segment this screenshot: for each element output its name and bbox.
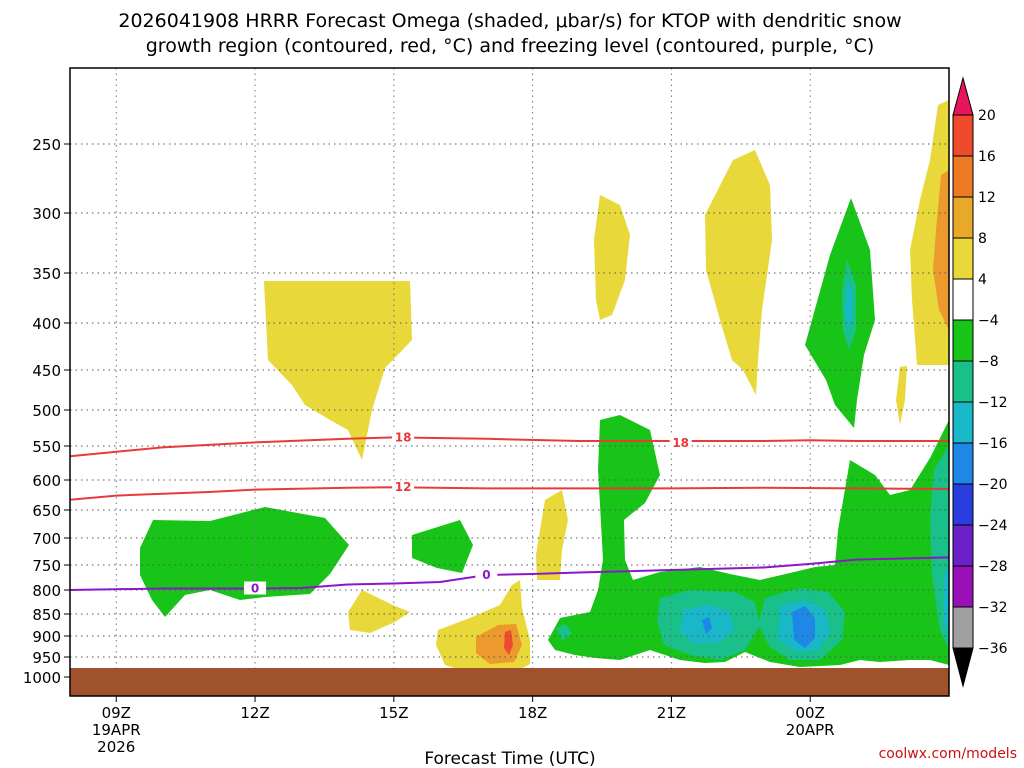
- contour-layer: 18 18 12 0 0: [70, 430, 949, 596]
- colorbar-swatch: [952, 155, 974, 198]
- y-tick-label: 850: [32, 606, 61, 624]
- colorbar-swatch: [952, 319, 974, 362]
- colorbar-label: 20: [978, 108, 996, 124]
- colorbar-label: 12: [978, 190, 996, 206]
- sinking-omega-yellow-0120-small: [896, 366, 907, 425]
- contour-label: 12: [395, 480, 412, 494]
- colorbar-label: −28: [978, 559, 1008, 575]
- dgz-minus-12-contour: [70, 486, 949, 501]
- y-tick-label: 350: [32, 265, 61, 283]
- y-tick-label: 550: [32, 438, 61, 456]
- colorbar-swatch: [952, 114, 974, 157]
- contour-label-bg: [392, 430, 415, 444]
- y-tick-label: 1000: [23, 669, 61, 687]
- x-tick-label: 18Z: [518, 704, 547, 722]
- plot-frame: [69, 67, 950, 697]
- colorbar-swatch: [952, 401, 974, 444]
- contour-label: 18: [395, 430, 412, 444]
- colorbar-swatch: [952, 442, 974, 485]
- y-tick-label: 450: [32, 362, 61, 380]
- colorbar-label: −20: [978, 477, 1008, 493]
- contour-label-bg: [244, 581, 267, 595]
- colorbar-label: −4: [978, 313, 999, 329]
- contour-label: 0: [251, 582, 259, 596]
- rising-omega-green-0900: [140, 507, 349, 617]
- sinking-omega-yellow-1740: [536, 490, 568, 580]
- colorbar-label: −32: [978, 600, 1008, 616]
- x-tick-year: 2026: [97, 738, 135, 756]
- colorbar-swatch: [952, 196, 974, 239]
- contour-label: 18: [672, 436, 689, 450]
- sinking-omega-yellow-1400: [348, 590, 410, 633]
- contour-label-bg: [392, 480, 415, 494]
- sinking-omega-orange-0240: [933, 170, 949, 330]
- colorbar-label: −12: [978, 395, 1008, 411]
- chart-title-line2: growth region (contoured, red, °C) and f…: [146, 35, 875, 57]
- y-tick-label: 900: [32, 628, 61, 646]
- sinking-omega-yellow-2130: [705, 150, 772, 395]
- rising-omega-blue-2100: [702, 617, 712, 634]
- dgz-minus-18-contour: [70, 436, 949, 458]
- y-tick-label: 700: [32, 530, 61, 548]
- y-tick-label: 950: [32, 649, 61, 667]
- rising-omega-cyan-0240: [944, 565, 949, 640]
- credit-text: coolwx.com/models: [879, 746, 1017, 762]
- y-tick-label: 400: [32, 315, 61, 333]
- colorbar-label: −8: [978, 354, 999, 370]
- colorbar-swatch: [952, 524, 974, 567]
- rising-omega-cyan-2330: [845, 280, 853, 330]
- ground-surface: [70, 668, 949, 696]
- contour-label-bg: [475, 568, 498, 581]
- rising-omega-green-1930: [548, 415, 949, 667]
- y-tick-label: 800: [32, 582, 61, 600]
- colorbar-label: −36: [978, 641, 1008, 657]
- y-tick-label: 750: [32, 557, 61, 575]
- y-axis: 250 300 350 400 450 500 550 600 650 700 750 800 850 9…: [23, 136, 70, 687]
- colorbar-label: −24: [978, 518, 1008, 534]
- colorbar-bottom-arrow: [952, 647, 974, 688]
- colorbar-swatch: [952, 278, 974, 321]
- colorbar-label: 8: [978, 231, 987, 247]
- colorbar-label: −16: [978, 436, 1008, 452]
- colorbar-top-arrow: [952, 76, 974, 116]
- y-tick-label: 250: [32, 136, 61, 154]
- colorbar-swatch: [952, 606, 974, 649]
- x-tick-label: 12Z: [240, 704, 269, 722]
- sinking-omega-yellow-1300: [264, 281, 412, 460]
- x-tick-label: 15Z: [379, 704, 408, 722]
- x-tick-date: 20APR: [786, 721, 835, 739]
- rising-omega-green-1400: [412, 520, 473, 573]
- y-tick-label: 300: [32, 205, 61, 223]
- y-tick-label: 500: [32, 402, 61, 420]
- x-axis-title: Forecast Time (UTC): [424, 749, 595, 768]
- contour-label: 0: [482, 568, 490, 582]
- x-tick-label: 00Z: [796, 704, 825, 722]
- sinking-omega-yellow-1930: [594, 195, 630, 320]
- x-tick-date: 19APR: [92, 721, 141, 739]
- colorbar-swatch: [952, 360, 974, 403]
- colorbar-swatch: [952, 565, 974, 608]
- contour-label-bg: [669, 436, 692, 450]
- y-tick-label: 650: [32, 502, 61, 520]
- colorbar-swatch: [952, 483, 974, 526]
- colorbar-label: 16: [978, 149, 996, 165]
- x-tick-label: 09Z: [102, 704, 131, 722]
- chart-title-line1: 2026041908 HRRR Forecast Omega (shaded, …: [118, 10, 901, 32]
- colorbar-label: 4: [978, 272, 987, 288]
- colorbar: 20 16 12 8 4 −4 −8 −12 −16 −20 −24 −28 −32 −36: [952, 76, 1008, 688]
- y-tick-label: 600: [32, 472, 61, 490]
- rising-omega-green-2330: [805, 198, 875, 428]
- x-tick-label: 21Z: [657, 704, 686, 722]
- colorbar-swatch: [952, 237, 974, 280]
- rising-omega-blue-2230: [792, 606, 815, 648]
